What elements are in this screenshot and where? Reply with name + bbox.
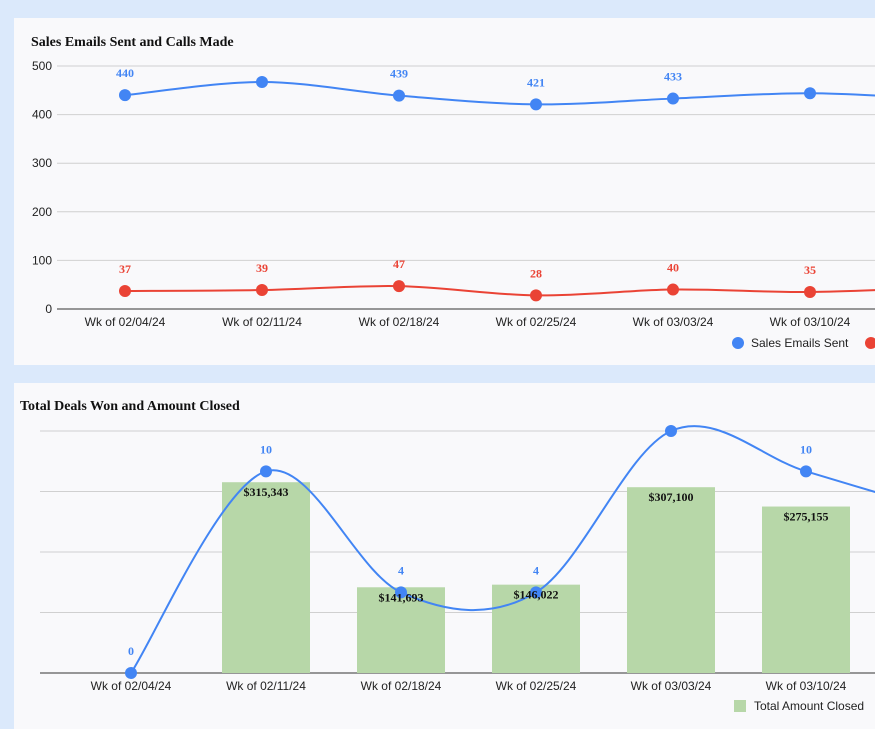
bar — [357, 587, 445, 673]
x-tick-label: Wk of 02/18/24 — [361, 679, 442, 693]
data-label: 433 — [664, 70, 682, 84]
legend-marker — [734, 700, 746, 712]
deals-panel: Total Deals Won and Amount Closed Wk of … — [14, 383, 875, 729]
data-point — [530, 289, 542, 302]
x-tick-label: Wk of 02/04/24 — [91, 679, 172, 693]
data-point — [125, 667, 137, 679]
series-line — [124, 285, 875, 297]
legend-label: Sales Emails Sent — [751, 336, 849, 350]
legend-label: Total Amount Closed — [754, 699, 864, 713]
data-label: 4 — [398, 563, 404, 577]
emails-calls-panel: Sales Emails Sent and Calls Made 0 100 200… — [14, 18, 875, 365]
y-tick-label: 0 — [45, 302, 52, 316]
data-point — [804, 285, 816, 298]
bar — [762, 506, 850, 673]
x-tick-label: Wk of 03/10/24 — [766, 679, 847, 693]
data-label: 10 — [260, 442, 272, 456]
data-label: 40 — [667, 261, 679, 275]
emails-calls-chart: 0 100 200 300 400 500 Wk of 02/04/24 Wk of 02/1… — [32, 59, 875, 350]
data-label: 47 — [393, 257, 405, 271]
data-point — [665, 425, 677, 437]
data-point — [800, 465, 812, 478]
data-point — [119, 89, 131, 102]
chart-title: Sales Emails Sent and Calls Made — [31, 35, 234, 50]
data-point — [667, 92, 679, 105]
data-point — [119, 285, 131, 298]
data-point — [530, 586, 542, 599]
x-tick-label: Wk of 03/03/24 — [631, 679, 712, 693]
data-label: 4 — [533, 563, 539, 577]
data-point — [256, 284, 268, 297]
x-tick-label: Wk of 02/25/24 — [496, 315, 577, 329]
data-point — [530, 98, 542, 111]
series-line — [124, 81, 875, 106]
data-label: 37 — [119, 262, 131, 276]
y-tick-label: 200 — [32, 205, 52, 219]
data-label: 0 — [128, 644, 134, 658]
bar-label: $275,155 — [784, 510, 829, 524]
x-tick-label: Wk of 03/10/24 — [770, 315, 851, 329]
data-point — [256, 76, 268, 89]
bar-label: $315,343 — [244, 485, 289, 499]
bar-label: $146,022 — [514, 588, 559, 602]
data-label: 439 — [390, 67, 408, 81]
data-point — [395, 586, 407, 599]
legend-marker — [865, 337, 875, 349]
data-label: 421 — [527, 75, 545, 89]
series-line — [130, 425, 875, 674]
data-label: 10 — [800, 442, 812, 456]
x-tick-label: Wk of 02/04/24 — [85, 315, 166, 329]
y-tick-label: 300 — [32, 156, 52, 170]
data-label: 440 — [116, 66, 134, 80]
data-label: 28 — [530, 266, 542, 280]
data-label: 35 — [804, 263, 816, 277]
bar-label: $307,100 — [649, 490, 694, 504]
bar — [222, 482, 310, 673]
data-point — [667, 283, 679, 296]
legend-marker — [732, 337, 744, 349]
bar-label: $141,693 — [379, 590, 424, 604]
data-point — [393, 89, 405, 102]
chart-title: Total Deals Won and Amount Closed — [20, 399, 240, 414]
x-tick-label: Wk of 03/03/24 — [633, 315, 714, 329]
bar — [492, 584, 580, 673]
x-tick-label: Wk of 02/11/24 — [222, 315, 302, 329]
data-label: 39 — [256, 261, 268, 275]
data-point — [260, 465, 272, 478]
deals-chart: Wk of 02/04/24 Wk of 02/11/24 Wk of 02/18/… — [40, 425, 875, 713]
y-tick-label: 100 — [32, 253, 52, 267]
x-tick-label: Wk of 02/11/24 — [226, 679, 306, 693]
data-point — [804, 87, 816, 100]
y-tick-label: 400 — [32, 108, 52, 122]
y-tick-label: 500 — [32, 59, 52, 73]
x-tick-label: Wk of 02/25/24 — [496, 679, 577, 693]
data-point — [393, 280, 405, 293]
x-tick-label: Wk of 02/18/24 — [359, 315, 440, 329]
bar — [627, 487, 715, 673]
